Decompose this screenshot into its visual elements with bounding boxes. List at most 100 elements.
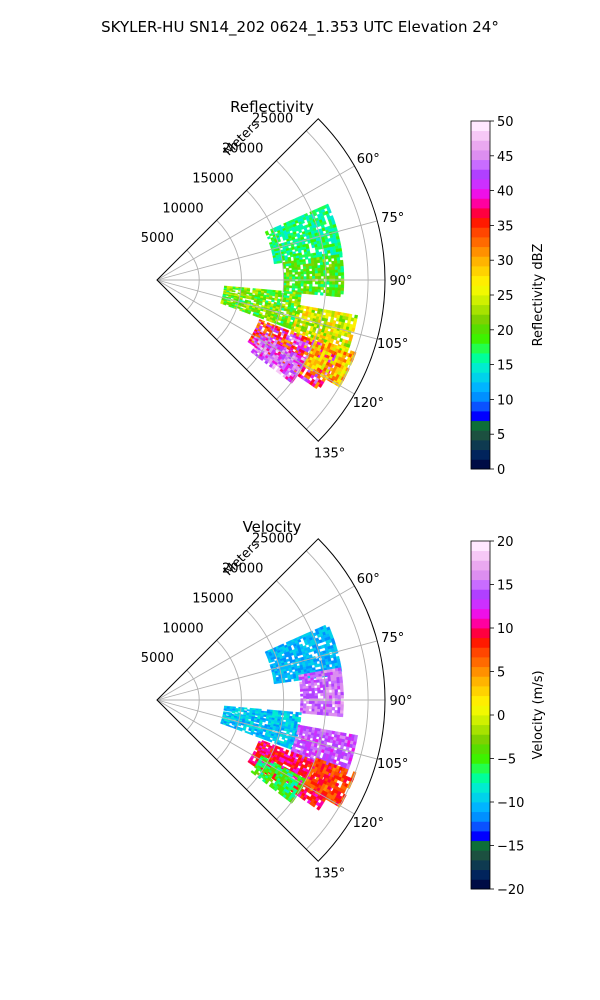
echo-cell xyxy=(340,275,345,279)
colorbar-segment xyxy=(471,773,490,784)
echo-cell xyxy=(245,296,250,300)
echo-cell xyxy=(286,272,290,276)
echo-cell xyxy=(320,706,324,710)
echo-cell xyxy=(340,284,345,289)
echo-cell xyxy=(334,701,339,705)
echo-cell xyxy=(337,272,342,276)
echo-cell xyxy=(306,273,310,277)
echo-cell xyxy=(300,288,304,292)
echo-cell xyxy=(273,787,278,792)
colorbar-tick-label: −5 xyxy=(497,753,516,768)
echo-cell xyxy=(345,746,350,751)
echo-cell xyxy=(334,272,339,277)
echo-cell xyxy=(297,638,302,643)
echo-cell xyxy=(294,283,299,287)
colorbar-segment xyxy=(471,724,490,735)
echo-region-6 xyxy=(250,335,308,384)
echo-cell xyxy=(251,297,255,301)
echo-cell xyxy=(331,293,336,297)
echo-cell xyxy=(325,712,330,716)
echo-cell xyxy=(300,269,304,273)
echo-cell xyxy=(336,679,341,684)
radar-panel-1: Reflectivity60°75°90°105°120°135°5000100… xyxy=(141,98,546,478)
echo-cell xyxy=(328,258,332,262)
echo-cell xyxy=(300,273,304,277)
echo-cell xyxy=(286,291,291,295)
echo-cell xyxy=(271,365,276,370)
colorbar-tick-label: 20 xyxy=(497,324,514,339)
echo-cell xyxy=(305,710,310,715)
colorbar-tick-label: 10 xyxy=(497,393,514,408)
azimuth-spoke xyxy=(156,585,355,701)
azimuth-tick-label: 105° xyxy=(377,337,408,352)
echo-cell xyxy=(331,287,336,291)
echo-cell xyxy=(325,686,330,691)
echo-cell xyxy=(331,712,335,717)
echo-cell xyxy=(252,771,257,776)
echo-cell xyxy=(315,275,319,280)
colorbar-segment xyxy=(471,353,490,364)
colorbar-segment xyxy=(471,860,490,871)
echo-cell xyxy=(334,269,339,274)
echo-cell xyxy=(311,265,316,269)
echo-cell xyxy=(339,679,344,684)
colorbar-tick-label: 0 xyxy=(497,463,505,478)
echo-cell xyxy=(337,266,342,270)
figure-title: SKYLER-HU SN14_202 0624_1.353 UTC Elevat… xyxy=(101,18,499,37)
echo-cell xyxy=(311,690,316,694)
echo-cell xyxy=(337,263,341,267)
echo-cell xyxy=(329,284,333,288)
echo-cell xyxy=(294,267,298,271)
echo-cell xyxy=(339,253,343,258)
echo-cell xyxy=(311,685,315,689)
echo-cell xyxy=(318,676,323,680)
echo-cell xyxy=(311,291,316,295)
echo-cell xyxy=(330,680,335,685)
colorbar-tick-label: 15 xyxy=(497,579,514,594)
colorbar-segment xyxy=(471,782,490,793)
colorbar-tick-label: 5 xyxy=(497,428,505,443)
echo-cell xyxy=(306,701,310,704)
echo-cell xyxy=(325,709,330,714)
colorbar-segment xyxy=(471,541,490,552)
panel-title: Reflectivity xyxy=(230,98,314,116)
echo-cell xyxy=(288,272,293,275)
echo-cell xyxy=(314,267,319,272)
range-tick-label: 15000 xyxy=(192,171,233,186)
echo-cell xyxy=(305,688,310,692)
colorbar-segment xyxy=(471,333,490,344)
echo-cell xyxy=(314,708,318,713)
echo-cell xyxy=(327,677,332,682)
echo-cell xyxy=(326,275,330,279)
echo-cell xyxy=(312,273,316,277)
colorbar-segment xyxy=(471,440,490,451)
colorbar-segment xyxy=(471,570,490,581)
azimuth-spoke xyxy=(156,699,355,815)
range-tick-label: 5000 xyxy=(141,231,174,246)
colorbar-segment xyxy=(471,382,490,393)
echo-cell xyxy=(300,703,304,707)
echo-cell xyxy=(311,268,316,272)
colorbar-segment xyxy=(471,140,490,151)
echo-cell xyxy=(303,281,307,285)
colorbar-segment xyxy=(471,227,490,238)
echo-cell xyxy=(334,284,339,288)
echo-cell xyxy=(315,657,320,662)
echo-cell xyxy=(325,692,330,696)
colorbar-tick-label: −15 xyxy=(497,840,524,855)
echo-cell xyxy=(340,269,345,273)
echo-cell xyxy=(329,287,333,291)
echo-cell xyxy=(327,209,332,214)
echo-cell xyxy=(326,287,330,291)
echo-cell xyxy=(308,265,313,270)
echo-cell xyxy=(337,287,342,292)
colorbar-segment xyxy=(471,647,490,658)
echo-cell xyxy=(320,264,324,269)
echo-cell xyxy=(333,680,338,684)
echo-cell xyxy=(334,686,338,690)
echo-cell xyxy=(262,719,266,723)
echo-cell xyxy=(234,710,239,713)
echo-cell xyxy=(308,711,312,715)
echo-cell xyxy=(308,288,313,293)
echo-cell xyxy=(303,288,307,292)
